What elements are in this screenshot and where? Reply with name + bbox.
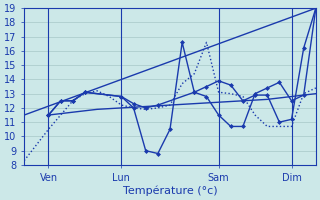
X-axis label: Température (°c): Température (°c) bbox=[123, 185, 217, 196]
